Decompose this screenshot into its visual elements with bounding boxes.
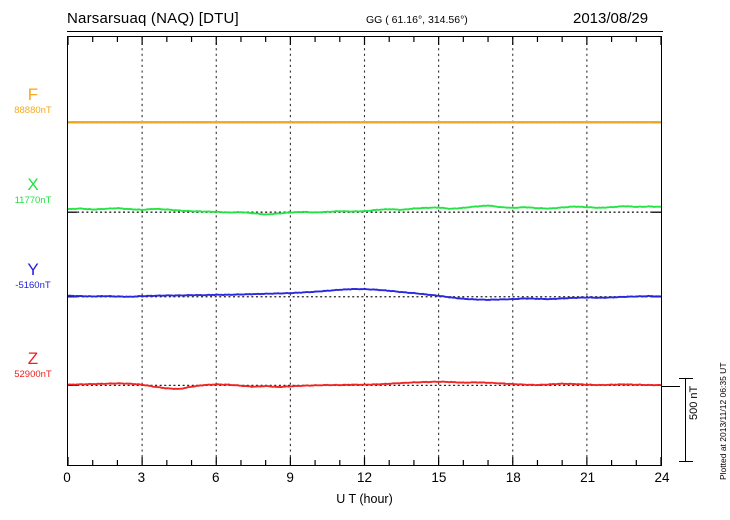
component-baseline-value-y: -5160nT bbox=[15, 280, 51, 291]
scale-bar-label: 500 nT bbox=[688, 385, 700, 420]
x-tick-label-0: 0 bbox=[63, 470, 71, 485]
plotted-at-timestamp: Plotted at 2013/11/12 06:35 UT bbox=[718, 362, 728, 480]
component-symbol-z: Z bbox=[27, 349, 39, 368]
x-tick-label-21: 21 bbox=[580, 470, 596, 485]
x-tick-label-18: 18 bbox=[505, 470, 521, 485]
z-baseline-extension bbox=[662, 386, 680, 388]
x-tick-label-9: 9 bbox=[286, 470, 294, 485]
component-baseline-value-z: 52900nT bbox=[14, 369, 52, 380]
magnetogram-traces bbox=[68, 37, 661, 465]
x-tick-label-24: 24 bbox=[654, 470, 670, 485]
scale-bar bbox=[679, 378, 693, 462]
component-symbol-x: X bbox=[27, 175, 39, 194]
component-label-y: Y -5160nT bbox=[2, 261, 64, 292]
component-label-z: Z 52900nT bbox=[2, 350, 64, 381]
component-baseline-value-x: 11770nT bbox=[14, 195, 52, 206]
page-title: Narsarsuaq (NAQ) [DTU] bbox=[67, 10, 239, 27]
x-tick-label-15: 15 bbox=[431, 470, 447, 485]
scale-bar-bottom-cap bbox=[679, 460, 693, 462]
component-baseline-value-f: 88880nT bbox=[14, 105, 52, 116]
scale-bar-line bbox=[685, 378, 687, 462]
x-tick-label-6: 6 bbox=[211, 470, 220, 485]
component-label-x: X 11770nT bbox=[2, 176, 64, 207]
x-axis-title: U T (hour) bbox=[336, 492, 393, 506]
x-tick-label-12: 12 bbox=[356, 470, 373, 485]
plot-frame bbox=[67, 36, 662, 466]
x-tick-label-3: 3 bbox=[137, 470, 146, 485]
component-symbol-y: Y bbox=[27, 260, 39, 279]
observation-date: 2013/08/29 bbox=[573, 10, 649, 27]
component-symbol-f: F bbox=[27, 85, 39, 104]
component-label-f: F 88880nT bbox=[2, 86, 64, 117]
geographic-coordinates-label: GG ( 61.16°, 314.56°) bbox=[366, 14, 468, 26]
header-divider bbox=[67, 31, 663, 32]
